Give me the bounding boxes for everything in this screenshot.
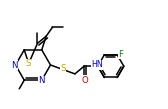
Text: HN: HN: [91, 60, 103, 69]
Text: N: N: [38, 76, 45, 85]
Text: O: O: [82, 76, 89, 85]
Text: N: N: [11, 60, 17, 70]
Text: S: S: [60, 64, 66, 73]
Text: F: F: [118, 50, 123, 59]
Text: S: S: [25, 59, 30, 68]
